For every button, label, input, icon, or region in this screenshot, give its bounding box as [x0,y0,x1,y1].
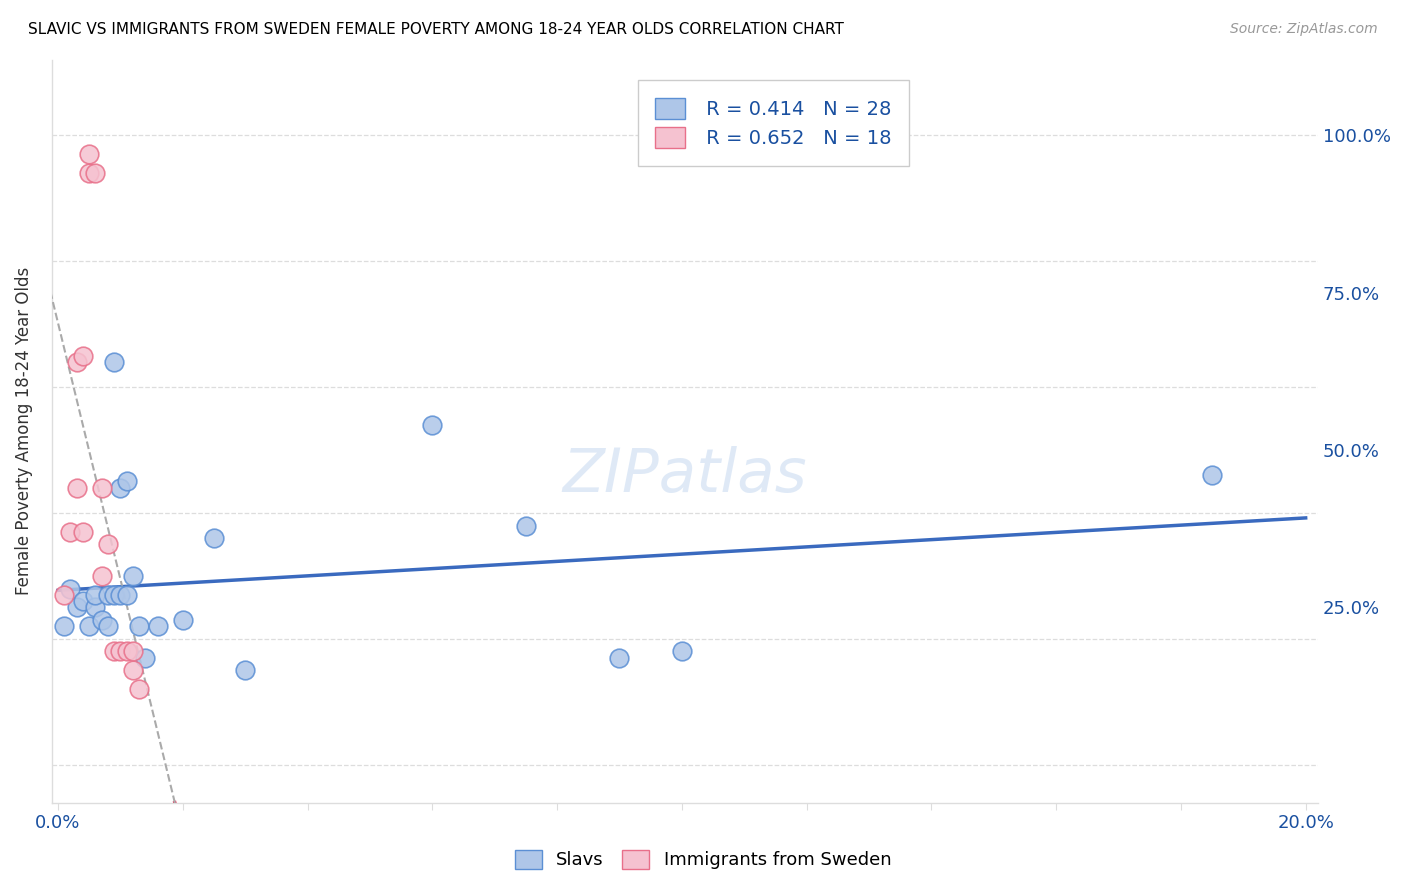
Point [97,537,120,551]
Point [53,619,76,633]
Point [121,644,143,658]
Point [72,349,94,363]
Point [172,613,194,627]
Text: SLAVIC VS IMMIGRANTS FROM SWEDEN FEMALE POVERTY AMONG 18-24 YEAR OLDS CORRELATIO: SLAVIC VS IMMIGRANTS FROM SWEDEN FEMALE … [28,22,844,37]
Point [59,524,82,539]
Point [103,588,125,602]
Point [72,594,94,608]
Point [1201,468,1223,483]
Y-axis label: Female Poverty Among 18-24 Year Olds: Female Poverty Among 18-24 Year Olds [15,267,32,595]
Point [90,569,112,583]
Point [110,644,132,658]
Legend: Slavs, Immigrants from Sweden: Slavs, Immigrants from Sweden [506,841,900,879]
Point [146,619,169,633]
Point [121,664,143,678]
Point [84,166,107,180]
Point [202,531,225,545]
Point [59,582,82,596]
Point [110,588,132,602]
Point [110,481,132,495]
Point [66,600,89,615]
Point [671,644,693,658]
Point [128,682,150,697]
Point [103,355,125,369]
Point [97,588,120,602]
Point [420,417,443,432]
Point [84,600,107,615]
Point [66,355,89,369]
Point [72,524,94,539]
Text: Source: ZipAtlas.com: Source: ZipAtlas.com [1230,22,1378,37]
Point [115,644,138,658]
Point [515,518,537,533]
Point [53,588,76,602]
Point [97,619,120,633]
Point [128,619,150,633]
Point [66,481,89,495]
Point [115,475,138,489]
Point [77,619,100,633]
Point [233,664,256,678]
Point [115,588,138,602]
Point [84,588,107,602]
Point [90,613,112,627]
Point [609,650,631,665]
Point [77,166,100,180]
Point [121,569,143,583]
Point [134,650,156,665]
Text: ZIPatlas: ZIPatlas [562,446,807,505]
Point [90,481,112,495]
Legend:  R = 0.414   N = 28,  R = 0.652   N = 18: R = 0.414 N = 28, R = 0.652 N = 18 [638,80,910,166]
Point [77,147,100,161]
Point [103,644,125,658]
